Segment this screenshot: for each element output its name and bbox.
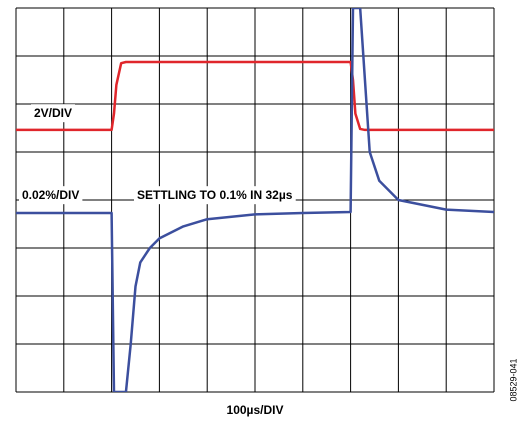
annotation-bg — [31, 104, 76, 123]
annotation: 2V/DIV — [34, 106, 72, 120]
x-axis-label: 100µs/DIV — [227, 403, 284, 417]
grid — [15, 7, 495, 393]
annotation: SETTLING TO 0.1% IN 32µs — [137, 188, 293, 202]
labels: 2V/DIV 0.02%/DIV SETTLING TO 0.1% IN 32µs — [19, 104, 296, 205]
traces — [16, 8, 494, 392]
trace — [16, 8, 494, 392]
annotation: 0.02%/DIV — [22, 188, 79, 202]
figure-id: 08529-041 — [508, 358, 518, 401]
trace — [16, 60, 494, 132]
annotation-bg — [19, 186, 83, 205]
annotation-bg — [134, 186, 296, 205]
